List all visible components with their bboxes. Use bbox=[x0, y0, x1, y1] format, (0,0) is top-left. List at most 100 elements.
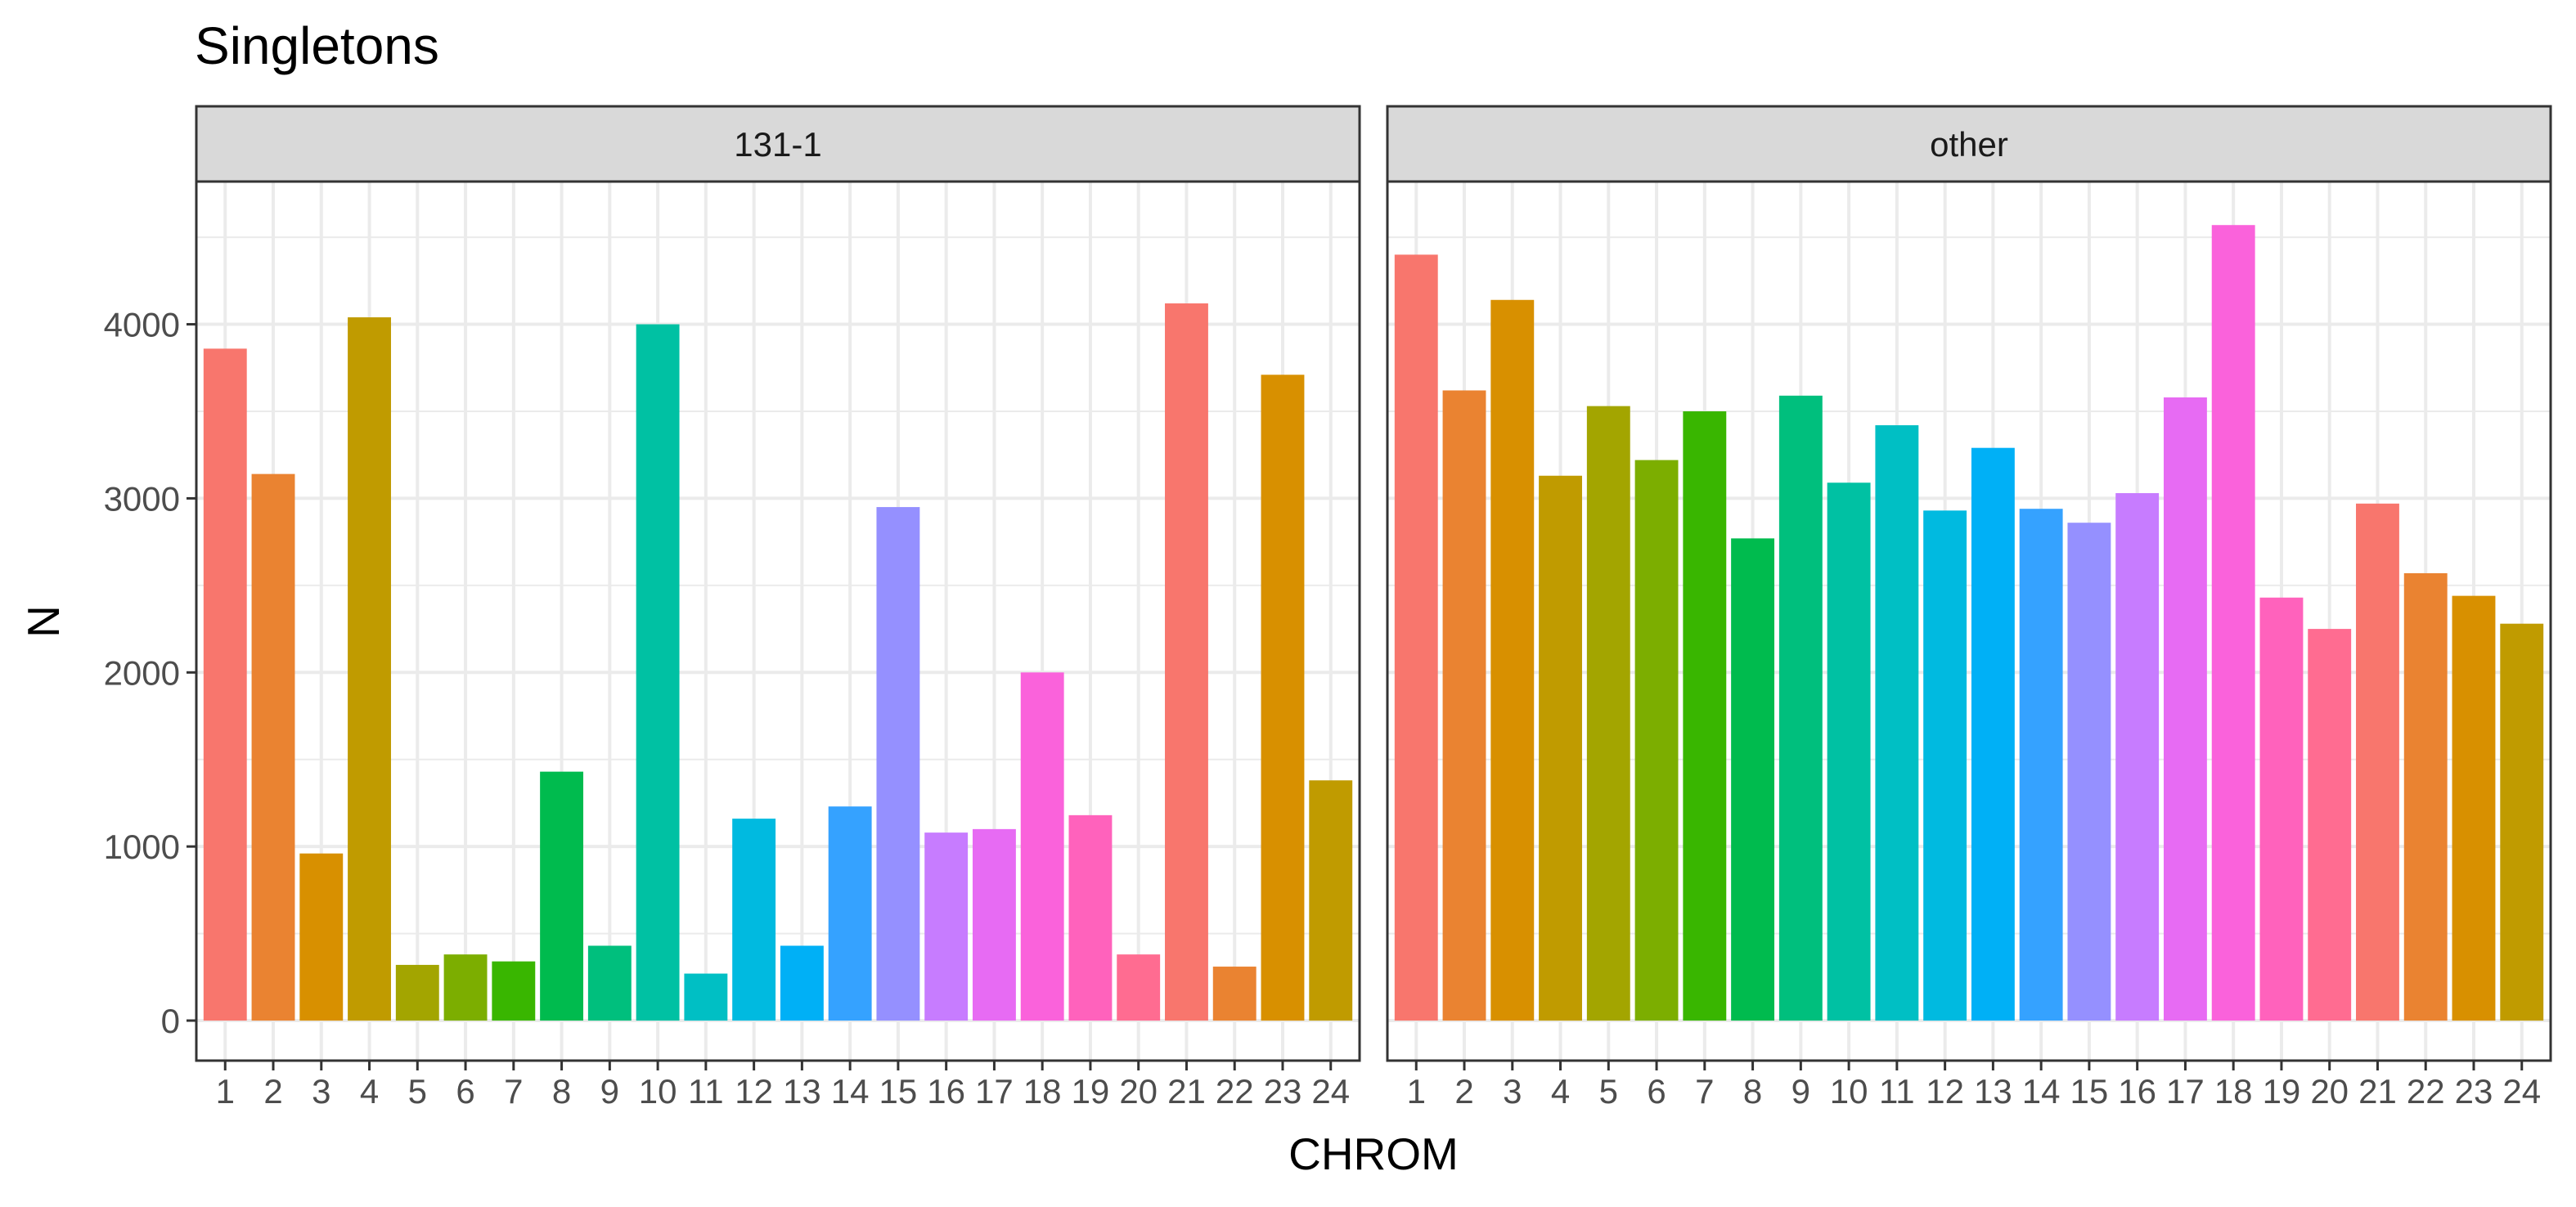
bar-131-1-6 bbox=[443, 954, 488, 1021]
x-tick-label: 16 bbox=[2118, 1072, 2156, 1111]
bar-131-1-19 bbox=[1068, 814, 1113, 1021]
x-tick-label: 21 bbox=[2358, 1072, 2397, 1111]
x-tick-label: 7 bbox=[504, 1072, 523, 1111]
panels: 131-11 2 3 4 5 6 7 8 9 10 11 12 13 14 15 16 17 18 19 20 21 22… bbox=[195, 105, 2552, 1111]
y-tick-label: 1000 bbox=[104, 828, 180, 866]
bar-other-5 bbox=[1586, 406, 1630, 1021]
x-tick-label: 5 bbox=[408, 1072, 427, 1111]
x-tick-label: 4 bbox=[360, 1072, 379, 1111]
bar-other-7 bbox=[1683, 411, 1727, 1021]
x-tick-label: 2 bbox=[1454, 1072, 1473, 1111]
bar-131-1-8 bbox=[540, 771, 584, 1021]
panel-0: 131-11 2 3 4 5 6 7 8 9 10 11 12 13 14 15 16 17 18 19 20 21 22… bbox=[195, 105, 1361, 1111]
bar-131-1-18 bbox=[1020, 672, 1064, 1021]
bar-131-1-1 bbox=[203, 348, 247, 1021]
bar-131-1-2 bbox=[251, 473, 295, 1021]
x-tick-label: 16 bbox=[927, 1072, 965, 1111]
bar-131-1-24 bbox=[1309, 780, 1353, 1021]
x-tick-label: 3 bbox=[1503, 1072, 1522, 1111]
bar-other-16 bbox=[2115, 493, 2160, 1021]
y-tick-label: 3000 bbox=[104, 479, 180, 518]
x-axis-title: CHROM bbox=[1288, 1128, 1459, 1179]
x-tick-label: 19 bbox=[1072, 1072, 1110, 1111]
x-tick-label: 14 bbox=[2022, 1072, 2061, 1111]
bar-other-21 bbox=[2356, 503, 2399, 1021]
bar-other-3 bbox=[1490, 299, 1535, 1021]
bar-other-1 bbox=[1394, 254, 1438, 1021]
bar-other-6 bbox=[1634, 460, 1679, 1021]
x-tick-label: 13 bbox=[1974, 1072, 2012, 1111]
bar-other-24 bbox=[2500, 623, 2544, 1021]
bar-other-14 bbox=[2019, 509, 2063, 1021]
bar-131-1-12 bbox=[732, 819, 776, 1021]
bar-131-1-17 bbox=[972, 828, 1016, 1021]
bar-131-1-23 bbox=[1261, 375, 1305, 1021]
y-tick-label: 2000 bbox=[104, 653, 180, 692]
x-tick-label: 1 bbox=[216, 1072, 235, 1111]
bar-131-1-5 bbox=[395, 964, 439, 1021]
y-axis-title: N bbox=[18, 605, 69, 638]
bar-other-20 bbox=[2308, 629, 2352, 1021]
x-tick-label: 1 bbox=[1407, 1072, 1426, 1111]
panel-border-1 bbox=[1386, 180, 2552, 1062]
bar-other-18 bbox=[2211, 225, 2255, 1021]
x-tick-label: 23 bbox=[1264, 1072, 1302, 1111]
y-tick-label: 0 bbox=[161, 1002, 180, 1040]
x-tick-label: 11 bbox=[688, 1072, 724, 1111]
bar-131-1-15 bbox=[876, 507, 920, 1021]
x-tick-label: 10 bbox=[639, 1072, 677, 1111]
x-tick-label: 22 bbox=[2407, 1072, 2445, 1111]
x-tick-label: 20 bbox=[1119, 1072, 1158, 1111]
bar-other-23 bbox=[2452, 595, 2496, 1021]
x-tick-label: 6 bbox=[1647, 1072, 1666, 1111]
panel-border-0 bbox=[195, 180, 1361, 1062]
x-tick-label: 3 bbox=[312, 1072, 330, 1111]
bar-other-12 bbox=[1923, 510, 1967, 1021]
y-tick-label: 4000 bbox=[104, 306, 180, 344]
x-tick-label: 5 bbox=[1599, 1072, 1618, 1111]
bar-other-17 bbox=[2163, 397, 2207, 1021]
x-tick-label: 23 bbox=[2455, 1072, 2493, 1111]
bar-other-22 bbox=[2403, 572, 2448, 1021]
x-tick-label: 22 bbox=[1216, 1072, 1254, 1111]
x-tick-label: 9 bbox=[1792, 1072, 1810, 1111]
bar-other-8 bbox=[1731, 538, 1775, 1021]
x-tick-label: 17 bbox=[975, 1072, 1014, 1111]
x-tick-label: 7 bbox=[1695, 1072, 1714, 1111]
bar-131-1-22 bbox=[1212, 967, 1257, 1021]
bar-other-4 bbox=[1539, 475, 1582, 1021]
x-tick-label: 15 bbox=[2070, 1072, 2109, 1111]
x-tick-label: 10 bbox=[1830, 1072, 1868, 1111]
bar-131-1-14 bbox=[828, 806, 872, 1021]
bar-other-10 bbox=[1827, 482, 1871, 1021]
x-tick-label: 12 bbox=[735, 1072, 773, 1111]
bar-131-1-21 bbox=[1165, 303, 1208, 1021]
strip-label-0: 131-1 bbox=[734, 125, 821, 164]
bar-other-19 bbox=[2259, 597, 2304, 1021]
x-tick-label: 9 bbox=[600, 1072, 619, 1111]
bar-131-1-20 bbox=[1117, 954, 1161, 1021]
x-tick-label: 14 bbox=[831, 1072, 870, 1111]
bar-131-1-10 bbox=[636, 324, 680, 1021]
chart-title: Singletons bbox=[195, 16, 439, 75]
x-tick-label: 21 bbox=[1167, 1072, 1206, 1111]
bar-131-1-11 bbox=[684, 973, 728, 1021]
bar-131-1-3 bbox=[299, 853, 344, 1021]
x-tick-label: 24 bbox=[1311, 1072, 1350, 1111]
bar-other-9 bbox=[1778, 395, 1823, 1021]
x-tick-label: 19 bbox=[2263, 1072, 2301, 1111]
x-tick-label: 11 bbox=[1879, 1072, 1915, 1111]
x-tick-label: 4 bbox=[1551, 1072, 1570, 1111]
bar-131-1-16 bbox=[924, 832, 969, 1021]
x-tick-label: 2 bbox=[263, 1072, 282, 1111]
bar-131-1-7 bbox=[492, 961, 536, 1021]
bar-131-1-9 bbox=[587, 945, 632, 1021]
bar-131-1-4 bbox=[348, 317, 391, 1021]
strip-0 bbox=[195, 105, 1361, 183]
bar-other-15 bbox=[2067, 523, 2111, 1021]
x-tick-label: 12 bbox=[1926, 1072, 1964, 1111]
x-tick-label: 15 bbox=[879, 1072, 918, 1111]
bar-other-11 bbox=[1875, 425, 1919, 1021]
